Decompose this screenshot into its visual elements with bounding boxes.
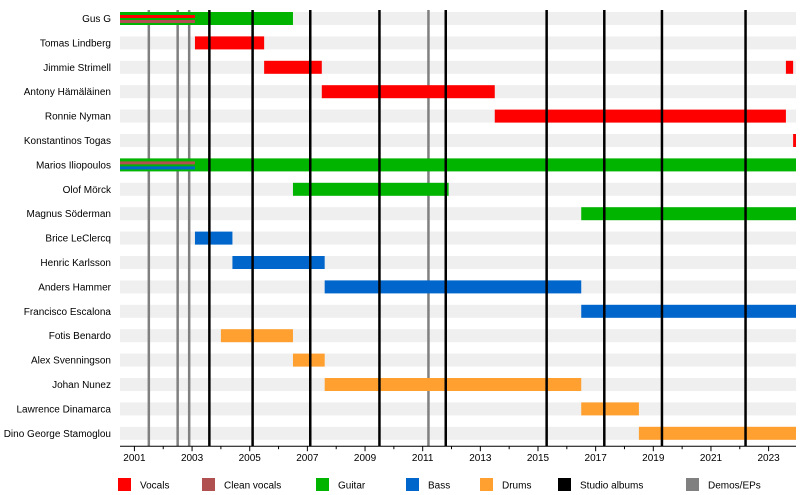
legend-label-guitar: Guitar (338, 481, 366, 492)
bar-ronnie-nyman-vocals (494, 109, 786, 123)
row-stripe (120, 134, 796, 147)
member-label: Dino George Stamoglou (4, 429, 111, 440)
bar-marios-iliopoulos-guitar (120, 158, 796, 172)
row-stripe (120, 231, 796, 245)
x-tick-label: 2015 (527, 453, 550, 464)
bar-gus-g-guitar (120, 12, 293, 25)
bar-antony-h-m-l-inen-vocals (321, 85, 495, 99)
bar-lawrence-dinamarca-drums (581, 402, 639, 416)
x-tick-label: 2021 (700, 453, 723, 464)
x-axis: 2001 2003 2005 2007 2009 2011 2013 2015 2017 2019… (120, 445, 796, 464)
legend-swatch-vocals (118, 478, 131, 491)
legend-label-drums: Drums (502, 481, 531, 492)
demo-ep-lines (147, 10, 430, 447)
row-stripe (120, 60, 796, 74)
member-label: Marios Iliopoulos (36, 160, 111, 171)
bar-marios-iliopoulos-clean-vocals (120, 161, 195, 165)
x-tick-label: 2009 (354, 453, 377, 464)
member-label: Tomas Lindberg (40, 38, 111, 49)
bar-francisco-escalona-bass (581, 304, 796, 318)
row-stripe (120, 182, 796, 196)
x-tick-label: 2007 (296, 453, 319, 464)
studio-album-lines (208, 10, 747, 447)
legend-label-studio-albums: Studio albums (580, 481, 643, 492)
bar-brice-leclercq-bass (194, 231, 233, 245)
row-stripe (120, 402, 796, 416)
legend-label-vocals: Vocals (140, 481, 169, 492)
bar-gus-g-clean-vocals (120, 20, 195, 23)
member-label: Henric Karlsson (40, 258, 111, 269)
member-label: Lawrence Dinamarca (17, 404, 112, 415)
member-label: Johan Nunez (52, 380, 111, 391)
bar-jimmie-strimell-vocals (785, 60, 794, 74)
bar-alex-svenningson-drums (292, 353, 325, 367)
bar-tomas-lindberg-vocals (194, 36, 265, 50)
legend-label-demos-eps: Demos/EPs (708, 481, 761, 492)
member-label: Ronnie Nyman (45, 112, 111, 123)
member-bars (120, 12, 796, 440)
bar-marios-iliopoulos-bass (120, 166, 195, 170)
member-label: Francisco Escalona (24, 307, 112, 318)
x-tick-label: 2005 (239, 453, 262, 464)
legend-swatch-drums (480, 478, 493, 491)
member-label: Jimmie Strimell (43, 63, 111, 74)
legend-swatch-clean-vocals (202, 478, 215, 491)
x-tick-label: 2023 (757, 453, 780, 464)
row-stripe (120, 426, 796, 440)
bar-olof-m-rck-guitar (292, 182, 449, 196)
legend-swatch-bass (406, 478, 419, 491)
member-label: Magnus Söderman (27, 209, 112, 220)
row-stripe (120, 36, 796, 50)
bar-magnus-s-derman-guitar (581, 207, 796, 221)
bar-fotis-benardo-drums (220, 329, 293, 343)
member-label: Olof Mörck (63, 185, 112, 196)
member-label: Anders Hammer (38, 282, 111, 293)
legend-swatch-studio-albums (558, 478, 571, 491)
legend-label-clean-vocals: Clean vocals (224, 481, 281, 492)
row-stripe (120, 256, 796, 269)
row-stripe (120, 353, 796, 367)
bar-johan-nunez-drums (324, 378, 582, 391)
x-tick-label: 2003 (181, 453, 204, 464)
bar-henric-karlsson-bass (232, 256, 325, 269)
legend-swatch-demos-eps (686, 478, 699, 491)
member-label: Fotis Benardo (49, 331, 112, 342)
bar-konstantinos-togas-vocals (793, 134, 796, 147)
member-label: Alex Svenningson (31, 356, 111, 367)
legend-label-bass: Bass (428, 481, 450, 492)
x-tick-label: 2017 (585, 453, 608, 464)
x-tick-label: 2001 (123, 453, 146, 464)
bar-jimmie-strimell-vocals (264, 60, 322, 74)
legend-swatch-guitar (316, 478, 329, 491)
member-label: Antony Hämäläinen (24, 87, 111, 98)
row-stripes (120, 12, 796, 440)
x-tick-label: 2019 (642, 453, 665, 464)
bar-gus-g-vocals (120, 15, 195, 18)
x-tick-label: 2011 (412, 453, 434, 464)
member-labels: Gus G Tomas Lindberg Jimmie Strimell Antony… (4, 14, 112, 440)
x-tick-label: 2013 (469, 453, 492, 464)
legend: Vocals Clean vocals Guitar Bass Drums Studio … (118, 478, 761, 492)
bar-dino-george-stamoglou-drums (638, 426, 796, 440)
bar-anders-hammer-bass (324, 280, 582, 294)
member-label: Gus G (82, 14, 111, 25)
member-label: Konstantinos Togas (24, 136, 111, 147)
member-label: Brice LeClercq (45, 234, 111, 245)
